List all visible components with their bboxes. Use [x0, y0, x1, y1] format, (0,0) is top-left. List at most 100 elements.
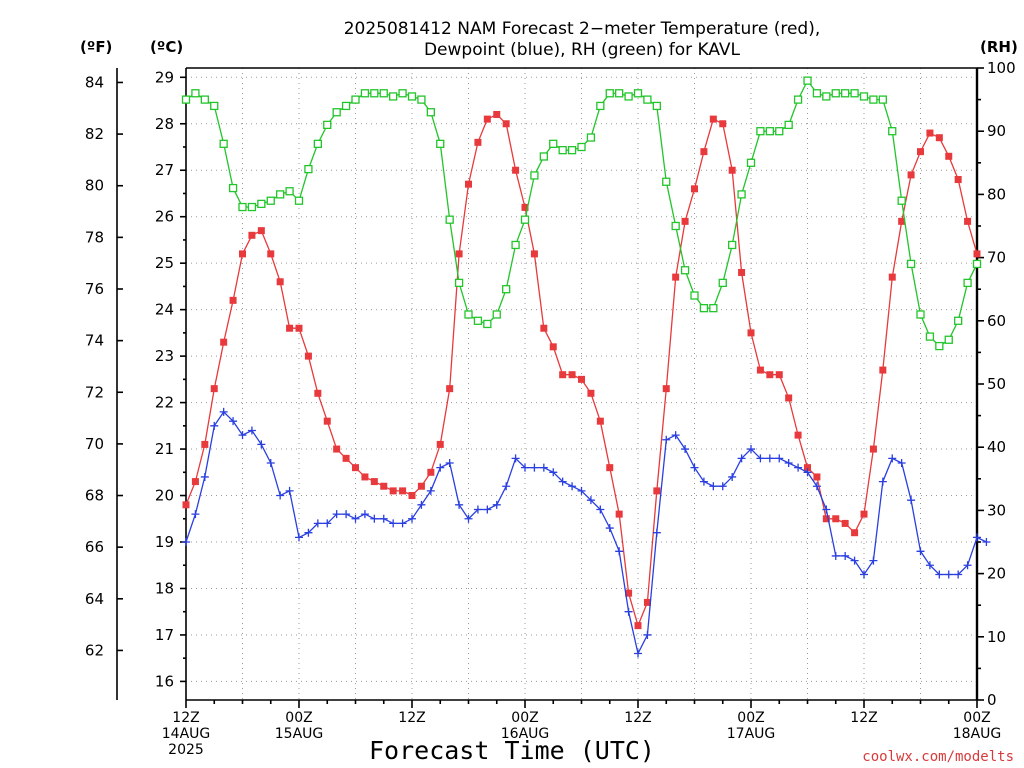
temperature-point — [700, 148, 708, 156]
celsius-tick-label: 23 — [155, 347, 174, 365]
temperature-point — [879, 366, 887, 374]
rh-point — [247, 202, 257, 212]
dewpoint-point — [568, 482, 577, 491]
rh-point — [417, 95, 426, 104]
dewpoint-point — [342, 510, 351, 519]
dewpoint-point — [850, 556, 859, 565]
rh-point — [379, 89, 388, 98]
dewpoint-point — [718, 482, 727, 491]
rh-tick-label: 50 — [987, 375, 1006, 393]
temperature-point — [493, 110, 501, 118]
dewpoint-point — [982, 538, 991, 546]
temperature-point — [220, 338, 228, 346]
dewpoint-point — [426, 486, 435, 495]
temperature-point — [653, 487, 661, 495]
fahrenheit-unit-label: (ºF) — [80, 38, 112, 56]
dewpoint-point — [229, 417, 238, 426]
dewpoint-point — [699, 477, 708, 486]
rh-point — [633, 89, 643, 98]
celsius-tick-label: 28 — [155, 115, 174, 133]
dewpoint-point — [558, 477, 567, 486]
dewpoint-point — [925, 561, 934, 570]
temperature-point — [568, 371, 576, 379]
rh-point — [756, 127, 765, 136]
rh-point — [765, 127, 774, 136]
temperature-point — [201, 440, 209, 448]
dewpoint-point — [860, 570, 868, 579]
dewpoint-point — [737, 454, 746, 463]
dewpoint-point — [323, 519, 332, 528]
rh-tick-label: 40 — [987, 438, 1006, 456]
rh-point — [596, 101, 605, 111]
temperature-point — [210, 385, 218, 393]
temperature-series — [182, 110, 981, 630]
rh-point — [662, 177, 671, 186]
temperature-point — [540, 324, 548, 332]
dewpoint-point — [219, 407, 228, 416]
dewpoint-point — [304, 528, 313, 537]
dewpoint-point — [247, 426, 256, 435]
fahrenheit-tick-label: 76 — [85, 280, 104, 298]
dewpoint-point — [709, 482, 718, 491]
dewpoint-point — [257, 440, 266, 449]
rh-point — [972, 259, 982, 269]
x-tick-label: 00Z — [963, 710, 990, 726]
dewpoint-point — [276, 491, 285, 500]
x-tick-label: 2025 — [168, 742, 204, 758]
rh-tick-label: 20 — [987, 565, 1006, 583]
celsius-tick-label: 22 — [155, 394, 174, 412]
dewpoint-point — [464, 514, 473, 523]
dewpoint-point — [238, 431, 247, 440]
temperature-point — [587, 389, 595, 397]
x-tick-label: 00Z — [285, 710, 312, 726]
x-axis-title: Forecast Time (UTC) — [369, 736, 655, 765]
temperature-point — [841, 519, 849, 527]
temperature-point — [417, 482, 425, 490]
rh-point — [464, 310, 473, 319]
rh-tick-label: 100 — [987, 59, 1016, 77]
temperature-point — [182, 501, 190, 509]
dewpoint-point — [417, 500, 426, 509]
rh-point — [360, 89, 370, 98]
dewpoint-point — [473, 505, 482, 514]
fahrenheit-tick-label: 66 — [85, 538, 104, 556]
rh-point — [502, 285, 511, 294]
temperature-point — [239, 250, 246, 258]
temperature-point — [596, 417, 604, 425]
rh-point — [492, 310, 501, 319]
rh-point — [228, 183, 238, 193]
temperature-point — [408, 492, 416, 500]
celsius-tick-label: 20 — [155, 487, 174, 505]
dewpoint-point — [360, 510, 369, 519]
temperature-point — [964, 217, 972, 225]
rh-point — [577, 142, 586, 152]
dewpoint-point — [379, 514, 388, 523]
celsius-tick-label: 19 — [155, 533, 174, 551]
temperature-point — [286, 324, 294, 332]
temperature-point — [295, 324, 303, 332]
temperature-point — [267, 250, 275, 258]
celsius-tick-label: 16 — [155, 672, 174, 690]
temperature-point — [502, 120, 510, 128]
temperature-point — [248, 231, 256, 239]
x-tick-label: 14AUG — [162, 726, 211, 742]
fahrenheit-tick-label: 72 — [85, 383, 104, 401]
temperature-point — [973, 250, 981, 258]
rh-point — [897, 196, 906, 205]
rh-point — [407, 92, 417, 101]
rh-point — [944, 335, 953, 344]
rh-point — [219, 139, 228, 148]
dewpoint-point — [285, 486, 294, 495]
dewpoint-point — [455, 500, 464, 509]
rh-point — [511, 240, 520, 250]
rh-point — [916, 310, 925, 319]
dewpoint-point — [596, 505, 605, 514]
rh-point — [586, 133, 596, 142]
rh-point — [831, 89, 840, 98]
temperature-point — [917, 148, 924, 156]
dewpoint-point — [775, 454, 784, 463]
dewpoint-point — [935, 570, 944, 579]
rh-point — [822, 92, 831, 101]
dewpoint-point — [878, 477, 887, 486]
rh-point — [341, 101, 351, 111]
